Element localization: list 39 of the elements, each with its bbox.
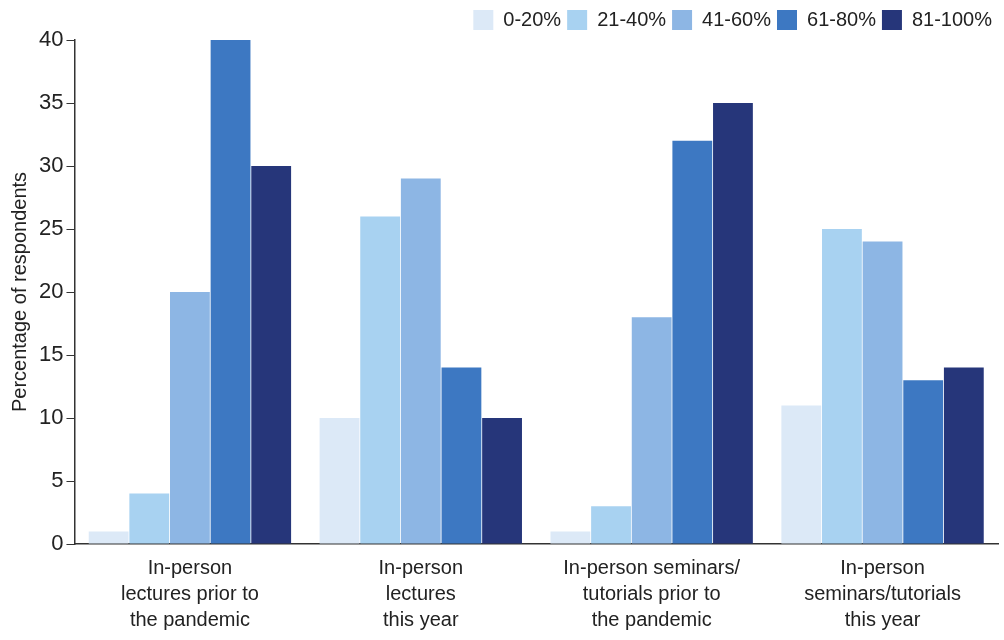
y-axis-title: Percentage of respondents [7, 171, 30, 413]
legend-label: 61-80% [807, 7, 877, 30]
bar [88, 531, 129, 544]
x-tick-label: In-person seminars/ tutorials prior to the pandemic [563, 555, 741, 630]
bar [713, 103, 753, 544]
x-tick-label: In-person lectures prior to the pandemic [120, 555, 259, 630]
x-tick-label: In-person seminars/tutorials this year [804, 555, 961, 630]
bar [441, 367, 482, 544]
bar [903, 380, 944, 544]
bar [591, 506, 631, 544]
bar [482, 418, 522, 544]
bar [631, 317, 672, 544]
x-tick-label: In-person lectures this year [378, 555, 464, 630]
y-tick-label: 0 [51, 530, 64, 556]
y-tick-label: 25 [38, 215, 64, 241]
y-tick-label: 20 [38, 278, 64, 304]
bar [129, 493, 170, 544]
bar [400, 178, 441, 544]
y-tick-label: 15 [38, 341, 64, 367]
y-tick-label: 40 [38, 26, 64, 52]
bar [822, 229, 862, 544]
bar [943, 367, 984, 544]
legend-label: 21-40% [597, 7, 667, 30]
bar [319, 418, 360, 544]
y-tick-label: 35 [38, 89, 64, 115]
legend-label: 81-100% [911, 7, 993, 30]
y-tick-label: 10 [38, 404, 64, 430]
legend-label: 41-60% [702, 7, 772, 30]
bar [672, 140, 713, 544]
bar [210, 40, 251, 544]
bar [170, 292, 210, 544]
y-tick-label: 30 [38, 152, 64, 178]
y-tick-label: 5 [51, 467, 64, 493]
bar [251, 166, 292, 544]
bar [781, 405, 822, 544]
legend-label: 0-20% [503, 7, 562, 30]
bar [550, 531, 591, 544]
bar [862, 241, 903, 544]
bar [360, 216, 401, 544]
